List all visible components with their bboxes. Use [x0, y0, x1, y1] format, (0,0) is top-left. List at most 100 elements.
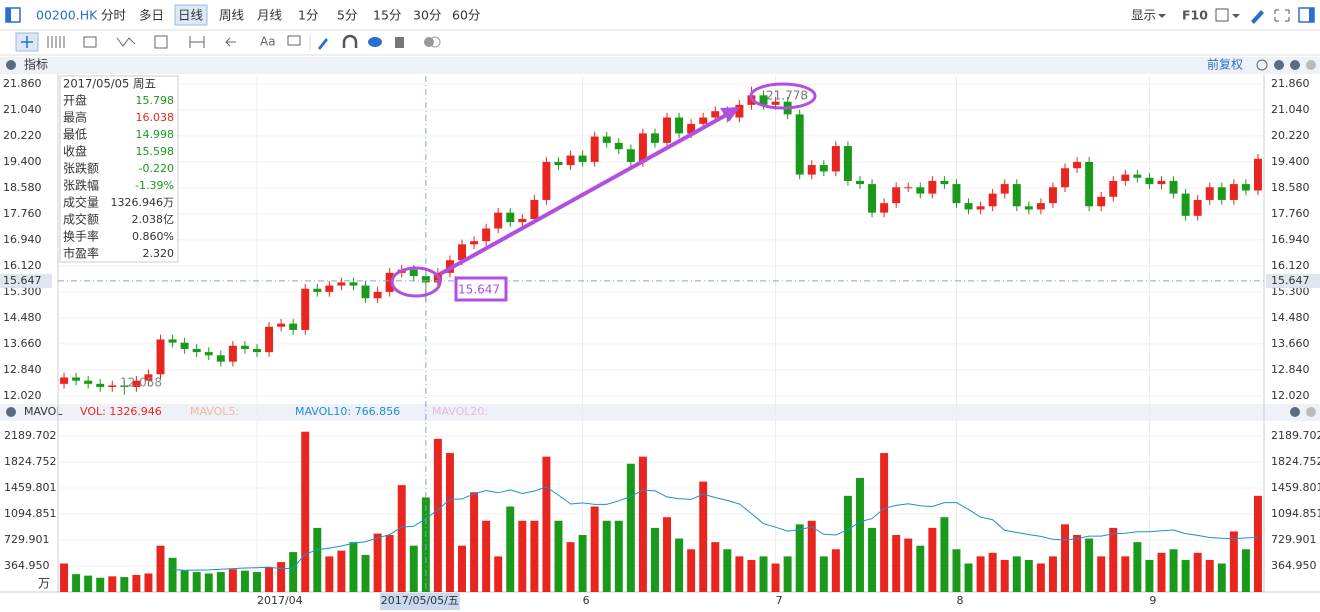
period-tab[interactable]: 分时 — [101, 8, 127, 23]
toggle-tool[interactable] — [424, 37, 434, 47]
period-tab[interactable]: 60分 — [452, 8, 480, 23]
rect-tool[interactable] — [83, 36, 97, 48]
volume-bar — [1229, 531, 1238, 592]
pen-tool[interactable] — [318, 38, 328, 50]
layout-button[interactable] — [1215, 8, 1229, 22]
y-tick-label: 21.040 — [3, 103, 42, 116]
info-value: -0.220 — [139, 162, 174, 175]
zoom-in-button[interactable] — [1274, 60, 1284, 70]
period-tab[interactable]: 15分 — [373, 8, 401, 23]
y-tick-label: 14.480 — [3, 311, 42, 324]
lines-tool[interactable] — [47, 36, 65, 48]
toggle-tool-ring — [429, 36, 441, 48]
f10-button[interactable]: F10 — [1182, 8, 1208, 23]
volume-bar — [1036, 563, 1045, 592]
candle-body — [421, 276, 430, 283]
collapse-button[interactable] — [6, 60, 16, 70]
y-tick-label: 21.860 — [3, 77, 42, 90]
volume-bar — [795, 524, 804, 592]
x-tick-label: 7 — [776, 594, 783, 607]
period-tab[interactable]: 30分 — [413, 8, 441, 23]
candle-body — [1133, 174, 1142, 178]
candle-body — [373, 291, 382, 299]
volume-bar — [445, 453, 454, 592]
candle-body — [1109, 180, 1118, 197]
y-tick-label: 364.950 — [1271, 559, 1317, 572]
delete-tool[interactable] — [395, 37, 404, 48]
crosshair-icon — [21, 36, 33, 48]
note-tool[interactable] — [287, 35, 301, 46]
period-tab[interactable]: 日线 — [178, 8, 204, 23]
collapse-button[interactable] — [6, 407, 16, 417]
info-panel: 2017/05/05 周五 开盘 15.798 最高 16.038 最低 14.998 收盘… — [59, 75, 179, 263]
candle-body — [192, 348, 201, 353]
adjust-mode[interactable]: 前复权 — [1207, 57, 1243, 72]
symbol[interactable]: 00200.HK — [36, 8, 98, 23]
candle-body — [578, 155, 587, 162]
y-tick-label: 16.120 — [3, 259, 42, 272]
reset-button[interactable] — [1256, 59, 1268, 71]
draw-button[interactable] — [1251, 10, 1264, 24]
volume-bar — [96, 577, 105, 592]
y-tick-label: 729.901 — [4, 533, 50, 546]
candle-body — [301, 288, 310, 330]
candle-body — [988, 193, 997, 207]
volume-bar — [747, 559, 756, 592]
highlight-ellipse — [390, 266, 442, 298]
y-tick-label: 17.760 — [1271, 207, 1310, 220]
legend-entry: VOL: 1326.946 — [80, 405, 162, 418]
candle-body — [518, 218, 527, 223]
ma-line — [172, 486, 1259, 571]
candle-body — [819, 165, 828, 172]
candle-body — [843, 146, 852, 181]
close-button[interactable] — [1290, 407, 1300, 417]
x-tick-label: 8 — [956, 594, 963, 607]
candle-body — [964, 203, 973, 210]
eye-tool[interactable] — [368, 37, 382, 47]
trend-arrowhead — [720, 107, 740, 122]
info-label: 成交额 — [63, 212, 99, 227]
volume-bar — [650, 527, 659, 592]
candle-body — [856, 180, 864, 185]
volume-bar — [482, 520, 491, 592]
arrow-tool[interactable] — [224, 37, 236, 47]
period-tab[interactable]: 多日 — [139, 8, 164, 23]
unit-label: 万 — [38, 577, 50, 591]
candle-body — [807, 165, 816, 175]
crosshair-label-box — [0, 273, 52, 288]
fib-tool[interactable] — [154, 35, 168, 49]
volume-bar — [1109, 527, 1118, 592]
indicator-title: 指标 — [24, 57, 48, 72]
info-value: 14.998 — [136, 128, 175, 141]
measure-tool[interactable] — [189, 36, 205, 48]
settings-button[interactable] — [1306, 407, 1316, 417]
period-tab[interactable]: 1分 — [298, 8, 318, 23]
candle-body — [120, 385, 129, 388]
volume-bar — [1241, 549, 1250, 592]
text-tool[interactable]: Aa — [260, 35, 276, 49]
magnet-tool[interactable] — [342, 34, 358, 48]
candle-body — [880, 203, 889, 213]
candle-body — [409, 269, 418, 277]
settings-button[interactable] — [1306, 60, 1316, 70]
volume-bar — [602, 520, 611, 592]
volume-bar — [735, 556, 744, 592]
fullscreen-button[interactable] — [1274, 9, 1290, 22]
candle-body — [614, 142, 623, 150]
candle-body — [663, 117, 672, 143]
volume-bar — [72, 574, 81, 592]
zoom-out-button[interactable] — [1290, 60, 1300, 70]
period-tab[interactable]: 月线 — [257, 8, 283, 23]
crosshair-label: 15.647 — [3, 274, 42, 287]
wave-tool[interactable] — [116, 37, 136, 47]
volume-bar — [843, 495, 852, 592]
y-tick-label: 16.940 — [3, 233, 42, 246]
period-tab[interactable]: 5分 — [337, 8, 357, 23]
period-tab[interactable]: 周线 — [219, 8, 245, 23]
volume-bar — [1048, 556, 1057, 592]
volume-bar — [1000, 559, 1009, 592]
volume-bar — [156, 545, 165, 592]
display-menu[interactable]: 显示 — [1131, 8, 1156, 23]
candle-body — [494, 212, 503, 229]
